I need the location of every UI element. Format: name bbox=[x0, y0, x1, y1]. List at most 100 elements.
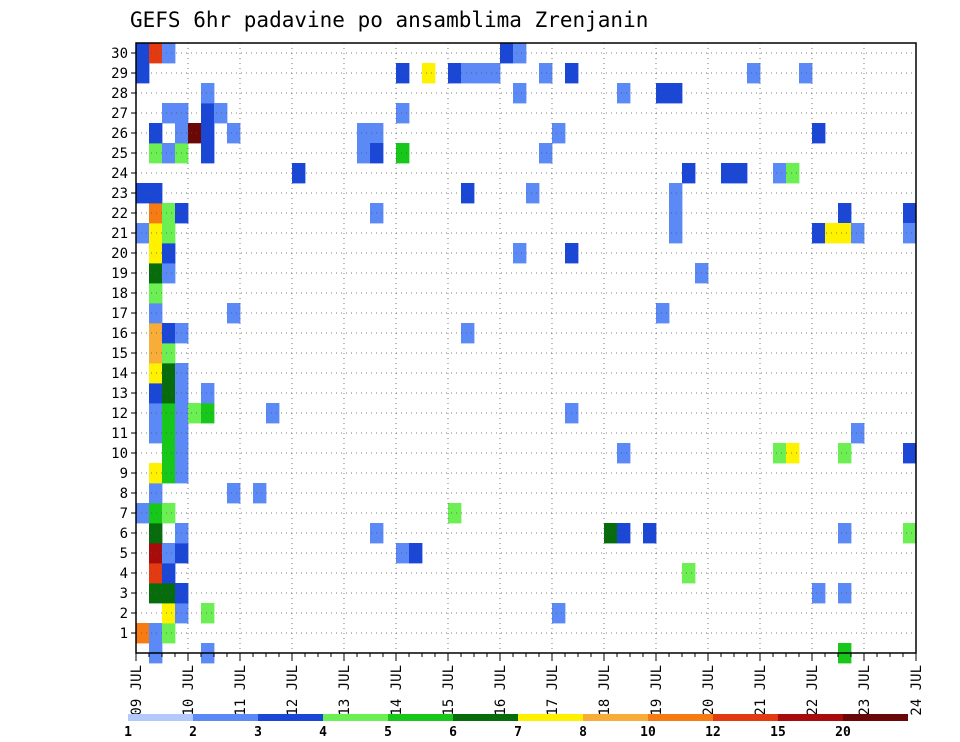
legend-label: 15 bbox=[770, 725, 786, 740]
cell bbox=[838, 203, 852, 224]
legend-swatch bbox=[778, 714, 843, 721]
x-tick-label: 17 JUL bbox=[545, 665, 561, 716]
y-tick-label: 14 bbox=[111, 366, 128, 382]
cell bbox=[448, 503, 462, 524]
cell bbox=[201, 383, 215, 404]
cell bbox=[292, 163, 306, 184]
cell bbox=[786, 443, 800, 464]
cell bbox=[617, 523, 631, 544]
legend-label: 3 bbox=[254, 725, 262, 740]
cell bbox=[409, 543, 423, 564]
cell bbox=[201, 143, 215, 164]
cell bbox=[188, 403, 202, 424]
x-tick-label: 12 JUL bbox=[285, 665, 301, 716]
cell bbox=[552, 123, 566, 144]
cell bbox=[227, 483, 241, 504]
y-tick-label: 26 bbox=[111, 126, 128, 142]
x-tick-label: 11 JUL bbox=[233, 665, 249, 716]
legend-swatch bbox=[193, 714, 258, 721]
cell bbox=[838, 223, 852, 244]
cell bbox=[162, 543, 176, 564]
cells-layer bbox=[136, 43, 917, 664]
y-tick-label: 30 bbox=[111, 46, 128, 62]
y-tick-label: 28 bbox=[111, 86, 128, 102]
cell bbox=[149, 363, 163, 384]
cell bbox=[201, 603, 215, 624]
x-axis: 09 JUL 10 JUL 11 JUL 12 JUL 13 JUL 14 JUL 15 J… bbox=[129, 653, 925, 716]
cell bbox=[227, 303, 241, 324]
legend-swatch bbox=[583, 714, 648, 721]
cell bbox=[136, 223, 150, 244]
x-tick-label: 09 JUL bbox=[129, 665, 145, 716]
cell bbox=[149, 223, 163, 244]
y-tick-label: 25 bbox=[111, 146, 128, 162]
cell bbox=[136, 503, 150, 524]
y-axis: 1234567891011121314151617181920212223242… bbox=[111, 46, 136, 642]
legend-swatch bbox=[713, 714, 778, 721]
legend-label: 8 bbox=[579, 725, 587, 740]
y-tick-label: 27 bbox=[111, 106, 128, 122]
legend-label: 10 bbox=[640, 725, 656, 740]
cell bbox=[851, 223, 865, 244]
cell bbox=[149, 303, 163, 324]
cell bbox=[149, 203, 163, 224]
cell bbox=[162, 443, 176, 464]
legend-swatch bbox=[258, 714, 323, 721]
cell bbox=[903, 523, 917, 544]
cell bbox=[162, 223, 176, 244]
cell bbox=[162, 623, 176, 644]
y-tick-label: 2 bbox=[120, 606, 128, 622]
cell bbox=[747, 63, 761, 84]
cell bbox=[201, 103, 215, 124]
cell bbox=[903, 443, 917, 464]
cell bbox=[812, 223, 826, 244]
cell bbox=[539, 143, 553, 164]
cell bbox=[357, 123, 371, 144]
x-tick-label: 19 JUL bbox=[649, 665, 665, 716]
cell bbox=[162, 323, 176, 344]
cell bbox=[162, 563, 176, 584]
cell bbox=[149, 343, 163, 364]
cell bbox=[149, 123, 163, 144]
cell bbox=[513, 83, 527, 104]
cell bbox=[253, 483, 267, 504]
y-tick-label: 20 bbox=[111, 246, 128, 262]
y-tick-label: 3 bbox=[120, 586, 128, 602]
cell bbox=[149, 543, 163, 564]
cell bbox=[513, 243, 527, 264]
y-tick-label: 10 bbox=[111, 446, 128, 462]
y-tick-label: 4 bbox=[120, 566, 128, 582]
cell bbox=[162, 203, 176, 224]
cell bbox=[149, 483, 163, 504]
cell bbox=[162, 343, 176, 364]
cell bbox=[149, 383, 163, 404]
cell bbox=[149, 403, 163, 424]
legend-swatch bbox=[453, 714, 518, 721]
cell bbox=[188, 123, 202, 144]
cell bbox=[526, 183, 540, 204]
cell bbox=[721, 163, 735, 184]
grid-layer bbox=[135, 43, 917, 653]
cell bbox=[149, 283, 163, 304]
legend-label: 1 bbox=[124, 725, 132, 740]
cell bbox=[149, 623, 163, 644]
legend-label: 2 bbox=[189, 725, 197, 740]
cell bbox=[643, 523, 657, 544]
cell bbox=[149, 323, 163, 344]
legend-label: 4 bbox=[319, 725, 327, 740]
legend-swatch bbox=[128, 714, 193, 721]
cell bbox=[461, 63, 475, 84]
cell bbox=[214, 103, 228, 124]
cell bbox=[682, 563, 696, 584]
cell bbox=[656, 303, 670, 324]
cell bbox=[149, 503, 163, 524]
y-tick-label: 16 bbox=[111, 326, 128, 342]
y-tick-label: 19 bbox=[111, 266, 128, 282]
legend-label: 7 bbox=[514, 725, 522, 740]
x-tick-label: 16 JUL bbox=[493, 665, 509, 716]
cell bbox=[162, 43, 176, 64]
cell bbox=[149, 243, 163, 264]
cell bbox=[396, 543, 410, 564]
cell bbox=[227, 123, 241, 144]
